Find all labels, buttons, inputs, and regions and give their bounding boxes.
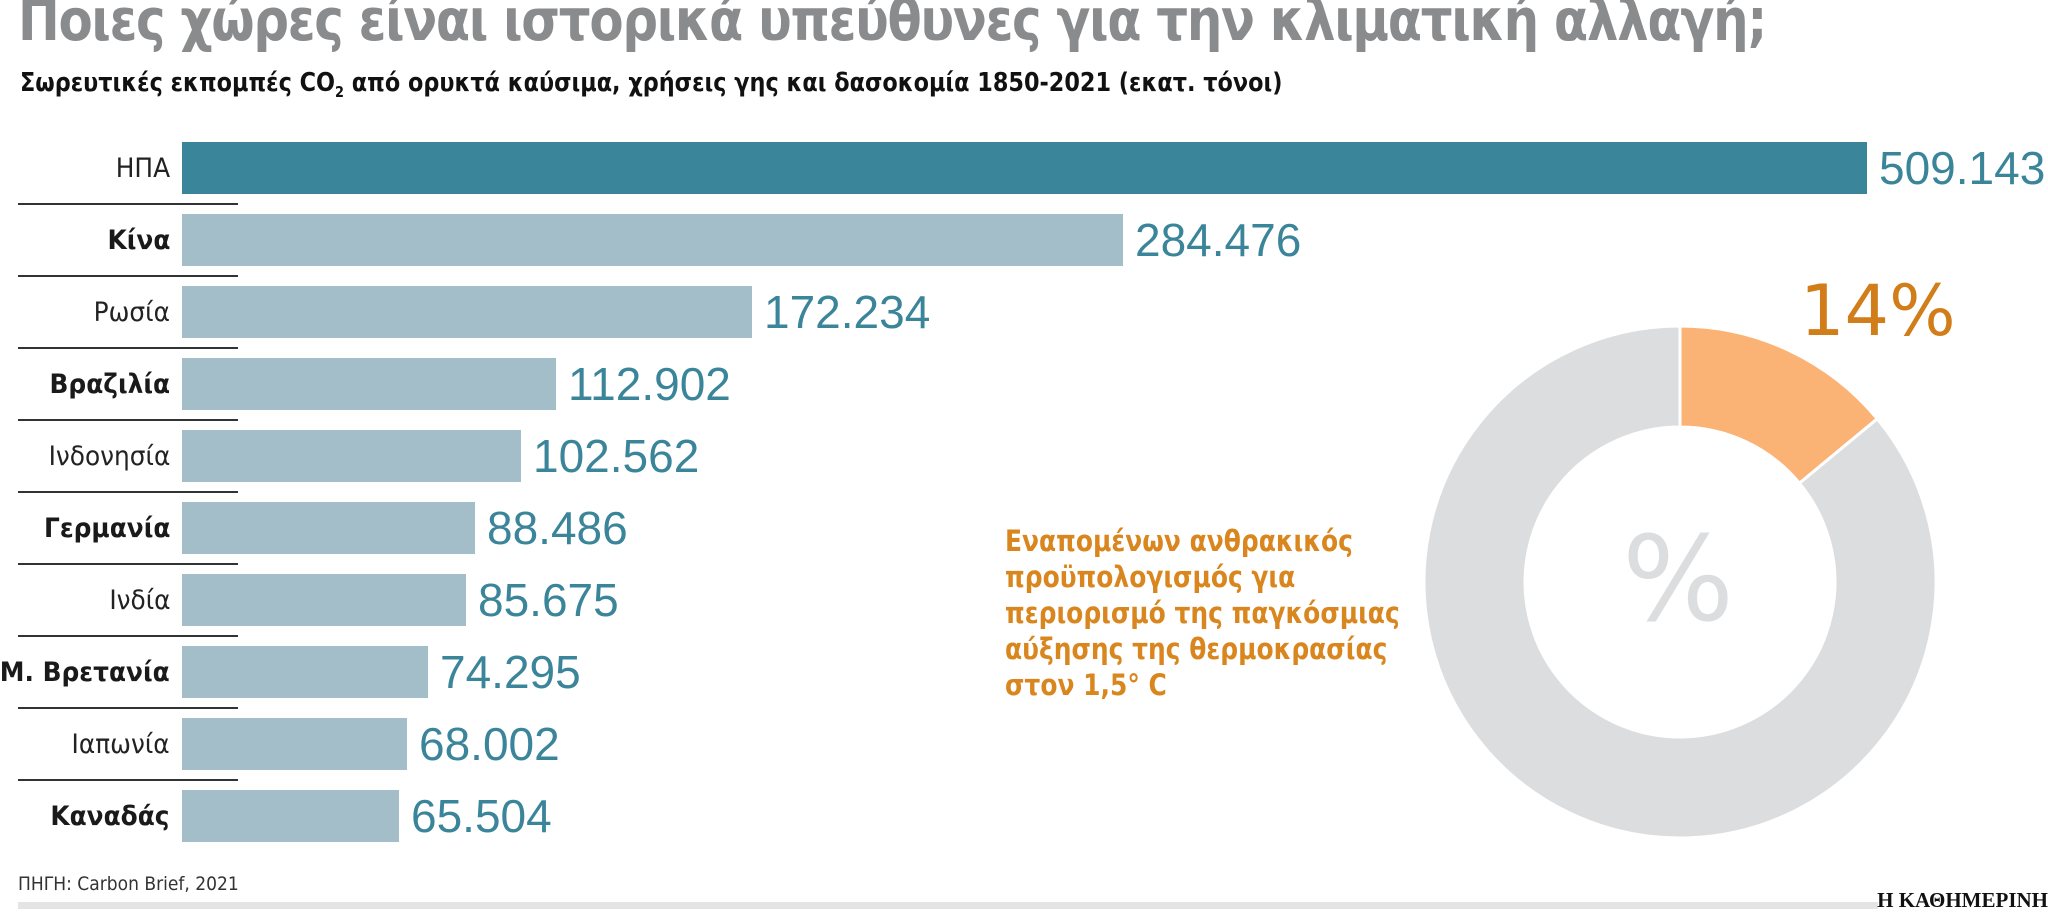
value-label: 74.295	[440, 646, 581, 698]
bar	[182, 286, 752, 338]
value-label: 284.476	[1135, 214, 1302, 266]
country-label: Ρωσία	[93, 297, 170, 328]
row-divider	[18, 563, 238, 565]
country-label: Ινδονησία	[48, 441, 170, 472]
subtitle-subscript: 2	[335, 83, 345, 102]
chart-subtitle: Σωρευτικές εκπομπές CO2 από ορυκτά καύσι…	[20, 68, 1282, 101]
country-label: Ιαπωνία	[71, 729, 170, 760]
row-divider	[18, 779, 238, 781]
row-divider	[18, 275, 238, 277]
donut-segment-rest	[1422, 324, 1938, 840]
row-divider	[18, 419, 238, 421]
row-divider	[18, 635, 238, 637]
row-divider	[18, 203, 238, 205]
annotation-line: στον 1,5° C	[1005, 668, 1167, 702]
country-label: Βραζιλία	[49, 369, 170, 400]
value-label: 65.504	[411, 790, 552, 842]
value-label: 85.675	[478, 574, 619, 626]
value-label: 112.902	[568, 358, 731, 410]
value-label: 88.486	[487, 502, 628, 554]
bar-row: Ινδία 85.675	[0, 574, 1400, 646]
bar	[182, 790, 399, 842]
annotation-line: Εναπομένων ανθρακικός	[1005, 524, 1353, 558]
subtitle-text-pre: Σωρευτικές εκπομπές CO	[20, 68, 336, 98]
source-note: ΠΗΓΗ: Carbon Brief, 2021	[18, 873, 239, 895]
country-label: Καναδάς	[50, 801, 170, 832]
country-label: Ινδία	[108, 585, 170, 616]
bar	[182, 718, 407, 770]
bar	[182, 574, 466, 626]
value-label: 172.234	[764, 286, 931, 338]
annotation-line: περιορισμό της παγκόσμιας	[1005, 596, 1400, 630]
row-divider	[18, 347, 238, 349]
value-label: 68.002	[419, 718, 560, 770]
donut-percent-label: 14%	[1800, 270, 1956, 352]
bar	[182, 214, 1123, 266]
annotation-line: προϋπολογισμός για	[1005, 560, 1296, 594]
value-label: 102.562	[533, 430, 700, 482]
annotation-line: αύξησης της θερμοκρασίας	[1005, 632, 1388, 666]
chart-title: Ποιες χώρες είναι ιστορικά υπεύθυνες για…	[18, 0, 1767, 54]
country-label: Κίνα	[107, 225, 170, 256]
bar-row: Ινδονησία 102.562	[0, 430, 1400, 502]
bar-row: Ρωσία 172.234	[0, 286, 1400, 358]
bar-row: Γερμανία 88.486	[0, 502, 1400, 574]
country-label: Γερμανία	[43, 513, 170, 544]
percent-symbol-icon: %	[1622, 510, 1734, 648]
bar-row: Μ. Βρετανία 74.295	[0, 646, 1400, 718]
bar	[182, 430, 521, 482]
bar	[182, 358, 556, 410]
footer-divider	[18, 902, 1878, 909]
donut-chart: %	[1422, 324, 1938, 840]
row-divider	[18, 491, 238, 493]
bar-row: ΗΠΑ 509.143	[0, 142, 2045, 214]
bar-row: Κίνα 284.476	[0, 214, 1400, 286]
subtitle-text-post: από ορυκτά καύσιμα, χρήσεις γης και δασο…	[344, 68, 1283, 98]
bar-row: Καναδάς 65.504	[0, 790, 1400, 862]
country-label: Μ. Βρετανία	[0, 657, 170, 688]
bar	[182, 142, 1867, 194]
publisher-logo: Η ΚΑΘΗΜΕΡΙΝΗ	[1877, 888, 2048, 912]
donut-annotation: Εναπομένων ανθρακικός προϋπολογισμός για π…	[1005, 523, 1400, 703]
bar	[182, 646, 428, 698]
bar	[182, 502, 475, 554]
value-label: 509.143	[1879, 142, 2046, 194]
bar-row: Βραζιλία 112.902	[0, 358, 1400, 430]
bar-row: Ιαπωνία 68.002	[0, 718, 1400, 790]
row-divider	[18, 707, 238, 709]
country-label: ΗΠΑ	[115, 153, 170, 184]
